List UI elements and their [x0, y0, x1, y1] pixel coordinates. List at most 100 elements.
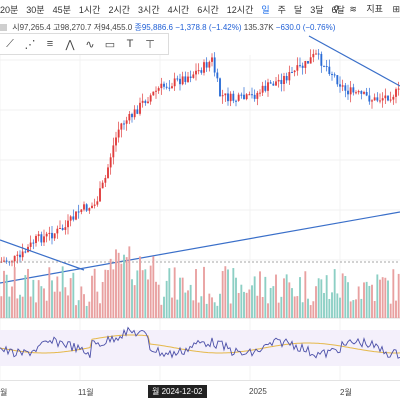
volume-bar	[363, 282, 365, 318]
volume-bar	[360, 298, 363, 318]
interval-5[interactable]: 3시간	[138, 5, 160, 15]
interval-12[interactable]: 3달	[310, 5, 324, 15]
candle-body	[368, 95, 371, 102]
volume-bar	[139, 256, 141, 318]
candle-body	[59, 228, 61, 230]
candle-body	[147, 101, 149, 104]
candle-body	[101, 182, 104, 189]
oscillator-band	[0, 330, 400, 366]
volume-bar	[243, 291, 245, 318]
drawing-toolbar: ⟋ ⋰ ≡ ⋀ ∿ ▭ T ⊤	[0, 33, 169, 55]
trend-line-left-descending[interactable]	[0, 239, 85, 271]
x-tick-label: 11월	[78, 388, 94, 397]
candle-body	[112, 145, 115, 158]
candles-icon[interactable]: ⚲	[333, 4, 340, 14]
volume-bar	[211, 297, 213, 318]
oscillator-panel	[0, 326, 400, 366]
candle-body	[208, 61, 211, 68]
interval-2[interactable]: 45분	[52, 5, 71, 15]
candle-body	[360, 91, 363, 94]
candle-body	[125, 120, 128, 124]
pattern-icon[interactable]: ⋀	[65, 38, 75, 51]
volume-bar	[189, 284, 192, 318]
trend-line-icon[interactable]: ⟋	[6, 37, 14, 50]
interval-3[interactable]: 1시간	[78, 5, 101, 15]
brush-icon[interactable]: ∿	[85, 38, 95, 51]
interval-11[interactable]: 달	[293, 5, 303, 15]
candle-body	[67, 220, 69, 228]
volume-bar	[328, 298, 331, 318]
candle-body	[104, 177, 107, 183]
grid-icon[interactable]: ⊞	[392, 4, 400, 14]
candle-body	[349, 87, 352, 95]
volume-bar	[264, 276, 267, 318]
indicator-icon[interactable]: ≋	[349, 4, 357, 14]
volume-bar	[312, 301, 315, 318]
indicator-button[interactable]: 지표	[366, 4, 383, 14]
volume-bar	[99, 303, 101, 318]
volume-bar	[85, 305, 88, 318]
volume-bar	[184, 292, 187, 318]
candle-body	[48, 232, 51, 234]
volume-bar	[368, 285, 371, 318]
candle-body	[45, 233, 48, 237]
ray-icon[interactable]: ⋰	[24, 38, 36, 51]
candle-body	[195, 70, 197, 75]
interval-10[interactable]: 주	[277, 5, 286, 15]
candle-body	[144, 100, 147, 104]
volume-bar	[21, 296, 24, 318]
interval-0[interactable]: 20분	[0, 5, 19, 15]
volume-bar	[56, 276, 59, 318]
volume-bar	[155, 281, 157, 318]
volume-bar	[109, 258, 112, 318]
candle-body	[264, 85, 267, 91]
candle-body	[72, 216, 75, 220]
volume-bar	[51, 280, 53, 318]
volume-bar	[389, 303, 392, 318]
chart-grid	[0, 55, 400, 380]
candle-body	[205, 62, 208, 68]
candle-body	[203, 62, 205, 73]
volume-bar	[315, 286, 317, 318]
candle-body	[355, 92, 357, 94]
volume-bar	[325, 275, 328, 318]
trend-line-upper-right[interactable]	[308, 35, 400, 87]
volume-bar	[104, 269, 107, 318]
candle-body	[131, 113, 133, 118]
text-icon[interactable]: T	[126, 38, 134, 50]
volume-bar	[339, 297, 341, 318]
candle-body	[285, 76, 288, 81]
interval-8[interactable]: 12시간	[226, 5, 254, 15]
volume-bar	[379, 279, 381, 318]
trend-lines[interactable]	[0, 35, 400, 284]
volume-bar	[235, 277, 237, 318]
candle-body	[149, 95, 152, 102]
interval-selector[interactable]: 20분 30분 45분 1시간 2시간 3시간 4시간 6시간 12시간 일 주 달 3달 6달	[0, 3, 353, 16]
volume-bar	[67, 295, 69, 318]
volume-bar	[64, 287, 67, 318]
interval-1[interactable]: 30분	[26, 5, 45, 15]
volume-bar	[200, 296, 203, 318]
candle-body	[117, 129, 120, 138]
trend-line-ascending[interactable]	[0, 211, 400, 284]
ohlc-close: 종95,886.6	[134, 23, 173, 32]
interval-9[interactable]: 일	[261, 5, 270, 15]
interval-7[interactable]: 6시간	[197, 5, 219, 15]
volume-bar	[35, 302, 37, 318]
volume-bar	[227, 269, 229, 318]
rectangle-icon[interactable]: ▭	[104, 38, 116, 51]
fib-icon[interactable]: ≡	[46, 38, 54, 50]
volume-bar	[83, 294, 85, 318]
volume-bar	[232, 268, 235, 318]
volume-bar	[208, 293, 211, 318]
candle-body	[123, 123, 125, 125]
interval-4[interactable]: 2시간	[108, 5, 131, 15]
candle-body	[187, 76, 189, 82]
volume-bar	[48, 267, 51, 318]
interval-13[interactable]: 6달	[331, 5, 345, 15]
interval-6[interactable]: 4시간	[167, 5, 190, 15]
volume-bar	[80, 286, 83, 318]
measure-icon[interactable]: ⊤	[145, 38, 155, 51]
candle-body	[232, 93, 235, 101]
